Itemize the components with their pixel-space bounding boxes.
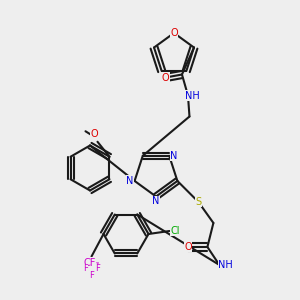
Text: F: F: [95, 264, 100, 273]
Text: O: O: [170, 28, 178, 38]
Text: O: O: [184, 242, 192, 252]
Text: S: S: [195, 197, 202, 207]
Text: NH: NH: [218, 260, 233, 270]
Text: N: N: [126, 176, 134, 186]
Text: N: N: [152, 196, 160, 206]
Text: Cl: Cl: [171, 226, 180, 236]
Text: O: O: [91, 129, 98, 139]
Text: F: F: [89, 272, 94, 280]
Text: NH: NH: [185, 91, 200, 100]
Text: F: F: [83, 264, 88, 273]
Text: CF₃: CF₃: [83, 257, 100, 268]
Text: N: N: [170, 151, 177, 161]
Text: O: O: [162, 73, 169, 82]
